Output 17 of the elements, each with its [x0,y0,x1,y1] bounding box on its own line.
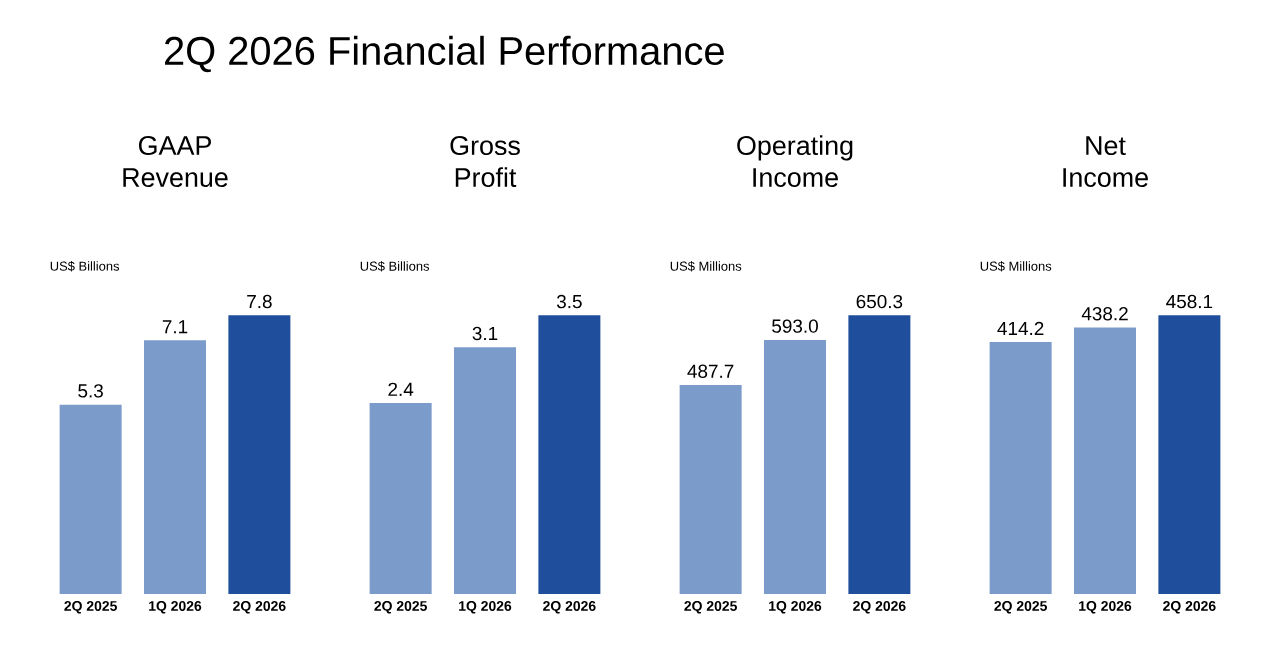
data-label: 2.4 [388,382,414,396]
data-label: 3.1 [472,326,498,341]
chart-title: Operating Income [737,135,853,187]
chart-title: Net Income [1063,136,1148,187]
text: 2Q 2026 Financial Performance [165,35,724,73]
data-label: 458.1 [1166,294,1213,309]
data-label: 3.5 [556,294,582,309]
data-label: 650.3 [856,294,903,309]
data-label: 414.2 [997,321,1044,335]
data-label: 487.7 [687,364,734,378]
data-label: 7.1 [162,320,188,334]
data-label: 5.3 [78,384,103,398]
data-label: 438.2 [1081,306,1128,321]
data-label: 593.0 [772,319,818,333]
chart-title: Gross Profit [450,136,520,187]
data-label: 7.8 [247,294,272,309]
chart-title: GAAP Revenue [123,136,228,187]
